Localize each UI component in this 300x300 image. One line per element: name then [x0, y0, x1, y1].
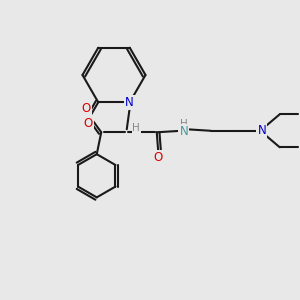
Text: H: H — [180, 119, 188, 129]
Text: O: O — [84, 117, 93, 130]
Text: O: O — [82, 102, 91, 115]
Text: N: N — [125, 96, 134, 109]
Text: O: O — [154, 151, 163, 164]
Text: N: N — [257, 124, 266, 137]
Text: H: H — [133, 123, 140, 133]
Text: N: N — [179, 125, 188, 138]
